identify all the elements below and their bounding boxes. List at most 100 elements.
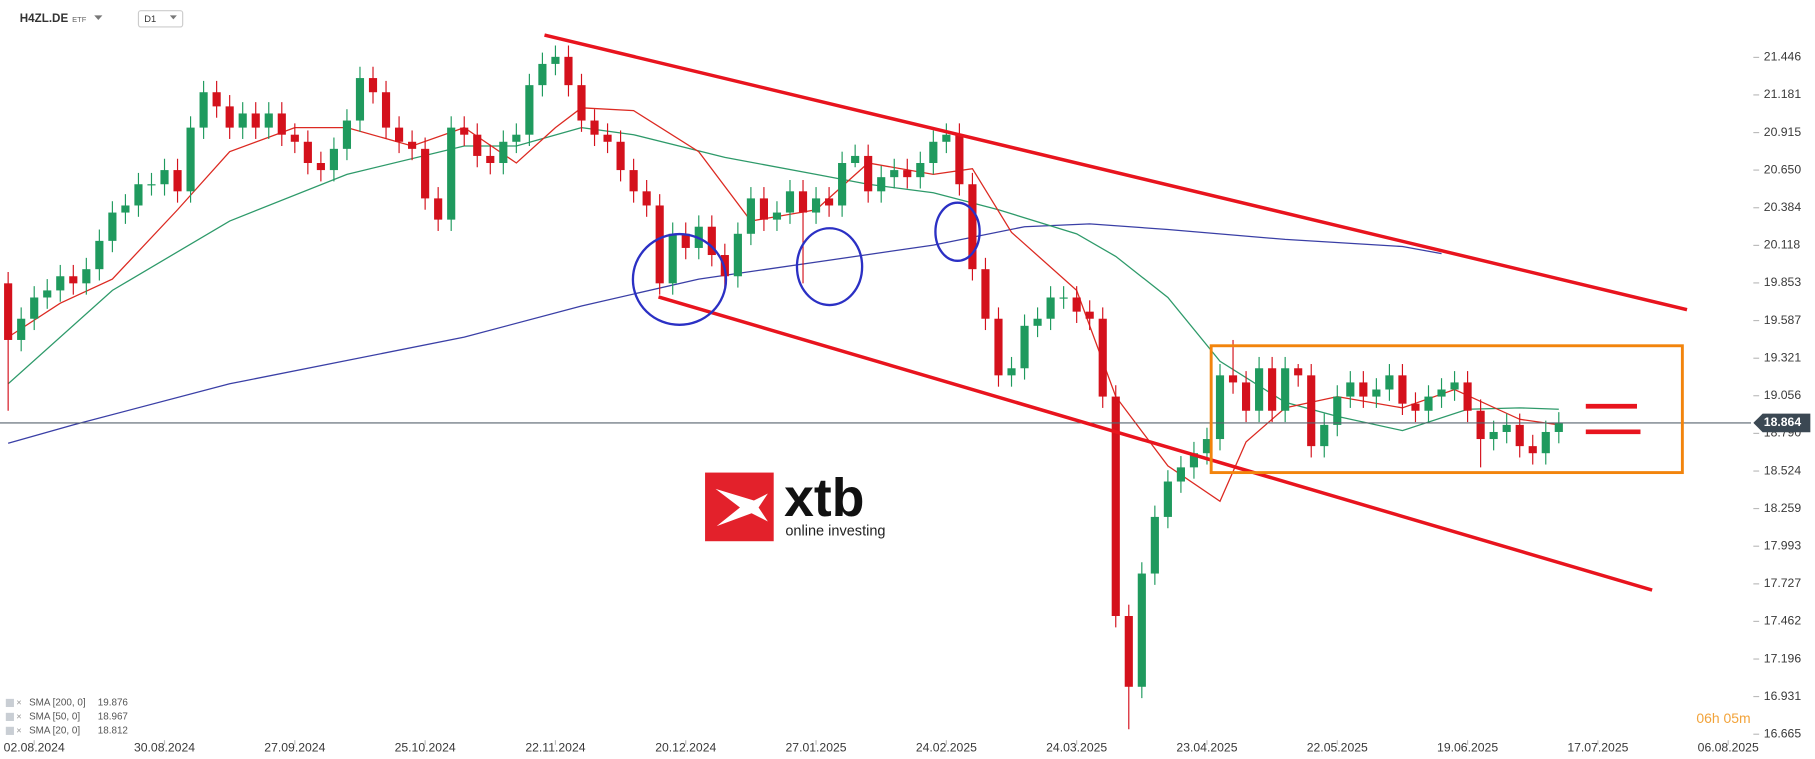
candle-body <box>981 269 990 319</box>
candle-body <box>212 92 221 107</box>
legend-value: 18.812 <box>98 725 128 736</box>
candle-body <box>890 170 899 178</box>
candle-body <box>1359 382 1368 397</box>
asset-class: ETF <box>72 15 87 24</box>
x-tick-label: 25.10.2024 <box>395 741 456 755</box>
candle-body <box>551 56 560 64</box>
candle-body <box>916 163 925 178</box>
candle-body <box>1294 368 1303 376</box>
legend-close: × <box>16 711 21 721</box>
candle-body <box>1437 389 1446 397</box>
interval-caret <box>169 15 177 20</box>
x-tick-label: 22.11.2024 <box>525 741 585 755</box>
candle-body <box>264 113 273 128</box>
candle-body <box>342 120 352 149</box>
candle-body <box>785 191 795 213</box>
candle-body <box>1202 439 1212 454</box>
candle-body <box>1281 368 1290 411</box>
y-tick-label: 17.196 <box>1764 651 1802 665</box>
candle-body <box>355 78 365 121</box>
candle-body <box>460 127 469 135</box>
candle-body <box>1007 368 1016 376</box>
candle-body <box>1228 375 1238 383</box>
sma-line <box>7 223 1442 444</box>
candle-body <box>147 184 156 186</box>
y-tick-label: 17.727 <box>1764 576 1802 590</box>
candle-body <box>1528 446 1537 454</box>
candle-body <box>1189 453 1199 468</box>
candle-body <box>121 205 130 213</box>
candle-body <box>1163 481 1172 517</box>
y-tick-label: 19.853 <box>1764 275 1802 289</box>
candle-body <box>864 155 873 192</box>
candle-body <box>733 233 742 277</box>
candle-body <box>681 233 690 248</box>
candle-body <box>1320 424 1329 447</box>
candle-body <box>421 148 430 199</box>
candle-body <box>447 127 456 220</box>
plot-area: 21.446 21.181 20.915 20.650 20.384 20.118 19.8… <box>0 45 1811 755</box>
legend-value: 18.967 <box>98 712 128 723</box>
candle-body <box>811 198 821 213</box>
tagline: online investing <box>785 524 885 540</box>
sma-line <box>7 126 1559 432</box>
candle-body <box>186 127 195 192</box>
candle-body <box>160 170 169 185</box>
last-price-box <box>1753 413 1811 433</box>
candle-body <box>1372 389 1381 397</box>
highlight-circle <box>631 232 728 326</box>
legend-name: SMA [200, 0] <box>29 698 86 709</box>
candle-body <box>95 240 104 270</box>
candle-body <box>1333 396 1342 425</box>
candle-body <box>838 163 847 206</box>
candle-body <box>1424 396 1433 411</box>
candle-body <box>1111 396 1120 617</box>
candle-body <box>538 63 547 86</box>
candle-body <box>1385 375 1394 390</box>
x-tick-label: 30.08.2024 <box>134 741 195 755</box>
candle-body <box>1411 403 1420 411</box>
symbol-dropdown[interactable] <box>94 15 103 20</box>
candle-body <box>1072 297 1081 312</box>
candle-body <box>851 155 860 164</box>
candle-body <box>616 141 625 171</box>
candle-body <box>629 170 638 192</box>
y-tick-label: 20.384 <box>1764 200 1802 214</box>
y-tick-label: 18.259 <box>1764 501 1802 515</box>
candle-body <box>408 141 417 149</box>
y-tick-label: 21.446 <box>1764 50 1802 64</box>
candle-body <box>1463 382 1472 411</box>
x-tick-label: 02.08.2024 <box>4 741 65 755</box>
range-box <box>1209 344 1684 475</box>
candle-body <box>1489 431 1498 440</box>
candle-body <box>56 276 65 291</box>
candle-body <box>277 113 286 135</box>
candle-body <box>1241 382 1251 411</box>
x-tick-label: 23.04.2025 <box>1176 741 1237 755</box>
x-tick-label: 06.08.2025 <box>1698 741 1759 755</box>
y-tick-label: 16.931 <box>1764 689 1802 703</box>
candle-body <box>30 297 39 319</box>
candle-body <box>1020 325 1029 369</box>
y-tick-label: 20.650 <box>1764 162 1802 176</box>
annotations <box>544 33 1688 592</box>
candle-body <box>929 141 938 164</box>
logo: xtb online investing <box>705 469 886 542</box>
interval-select[interactable] <box>137 10 184 28</box>
candle-body <box>486 155 495 164</box>
candle-body <box>1515 424 1524 447</box>
candle-body <box>603 134 612 142</box>
candle-body <box>707 226 716 256</box>
legend-close: × <box>16 725 21 735</box>
candle-body <box>290 134 299 142</box>
candle-body <box>512 134 521 142</box>
candle-body <box>1124 616 1133 687</box>
x-tick-label: 22.05.2025 <box>1307 741 1368 755</box>
candle-body <box>69 276 78 284</box>
candle-body <box>798 191 808 213</box>
candle-body <box>772 212 782 220</box>
candle-body <box>903 170 912 178</box>
x-tick-label: 27.09.2024 <box>264 741 325 755</box>
candle-body <box>759 198 769 220</box>
